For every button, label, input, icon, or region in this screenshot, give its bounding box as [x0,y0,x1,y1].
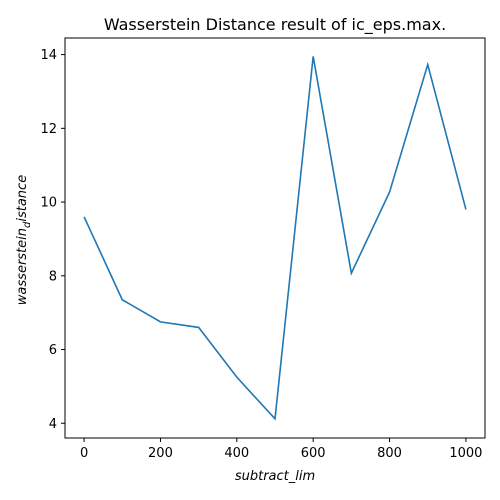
y-axis-ticks: 4 6 8 10 12 14 [40,48,65,432]
x-tick-label: 800 [377,446,402,461]
x-tick-label: 600 [301,446,326,461]
y-axis-label-rest: istance [15,175,30,222]
y-axis-label: wassersteindistance [15,175,33,305]
x-tick-label: 400 [224,446,249,461]
y-tick-label: 12 [40,122,57,137]
x-tick-label: 1000 [449,446,482,461]
y-tick-label: 10 [40,196,57,211]
y-tick-label: 14 [40,48,57,63]
x-tick-label: 200 [148,446,173,461]
series-line [83,56,467,421]
plot-area [83,56,467,421]
y-tick-label: 6 [49,343,57,358]
chart-title: Wasserstein Distance result of ic_eps.ma… [104,15,446,35]
y-axis-label-subscript: d [22,221,33,228]
y-axis-label-main: wasserstein [15,228,30,305]
x-axis-label: subtract_lim [235,469,315,484]
axes-frame [64,37,486,439]
x-axis-ticks: 0 200 400 600 800 1000 [80,438,482,461]
y-tick-label: 4 [49,417,57,432]
y-tick-label: 8 [49,269,57,284]
x-tick-label: 0 [80,446,88,461]
